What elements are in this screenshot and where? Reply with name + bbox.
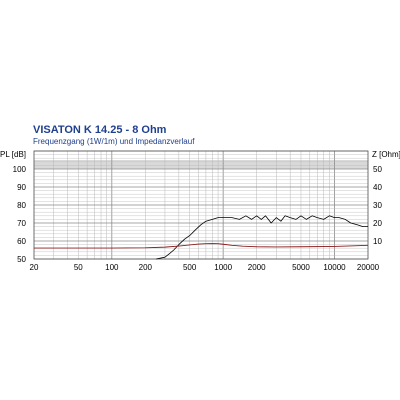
spl-curve: [156, 215, 368, 260]
y-tick-label: 90: [17, 183, 26, 192]
y-axis-label: SPL [dB]: [0, 150, 26, 159]
impedance-curve: [34, 243, 369, 249]
y2-ticks: 10 20 30 40 50: [373, 165, 382, 246]
y-ticks: 50 60 70 80 90 100: [13, 165, 27, 264]
y-tick-label: 100: [13, 165, 27, 174]
grid-band: [34, 160, 368, 169]
x-tick-label: 200: [139, 263, 153, 272]
x-tick-label: 20000: [357, 263, 380, 272]
y-tick-label: 70: [17, 219, 26, 228]
x-tick-label: 10000: [323, 263, 346, 272]
y2-axis-label: Z [Ohm]: [372, 150, 400, 159]
y2-tick-label: 20: [373, 219, 382, 228]
y-tick-label: 60: [17, 237, 26, 246]
x-tick-label: 5000: [292, 263, 310, 272]
y-tick-label: 80: [17, 201, 26, 210]
x-tick-label: 100: [105, 263, 119, 272]
y2-tick-label: 40: [373, 183, 382, 192]
chart-subtitle: Frequenzgang (1W/1m) und Impedanzverlauf: [33, 137, 195, 146]
y2-tick-label: 10: [373, 237, 382, 246]
y2-tick-label: 30: [373, 201, 382, 210]
x-tick-label: 50: [74, 263, 83, 272]
plot-frame: [33, 150, 369, 260]
x-tick-label: 20: [30, 263, 39, 272]
plot-area: [33, 150, 369, 260]
x-ticks: 20 50 100 200 500 1000 2000 5000 10000 20000: [30, 263, 380, 272]
y2-tick-label: 50: [373, 165, 382, 174]
y-tick-label: 50: [17, 255, 26, 264]
x-tick-label: 1000: [214, 263, 232, 272]
x-tick-label: 2000: [248, 263, 266, 272]
x-tick-label: 500: [183, 263, 197, 272]
chart-title: VISATON K 14.25 - 8 Ohm: [33, 124, 167, 136]
